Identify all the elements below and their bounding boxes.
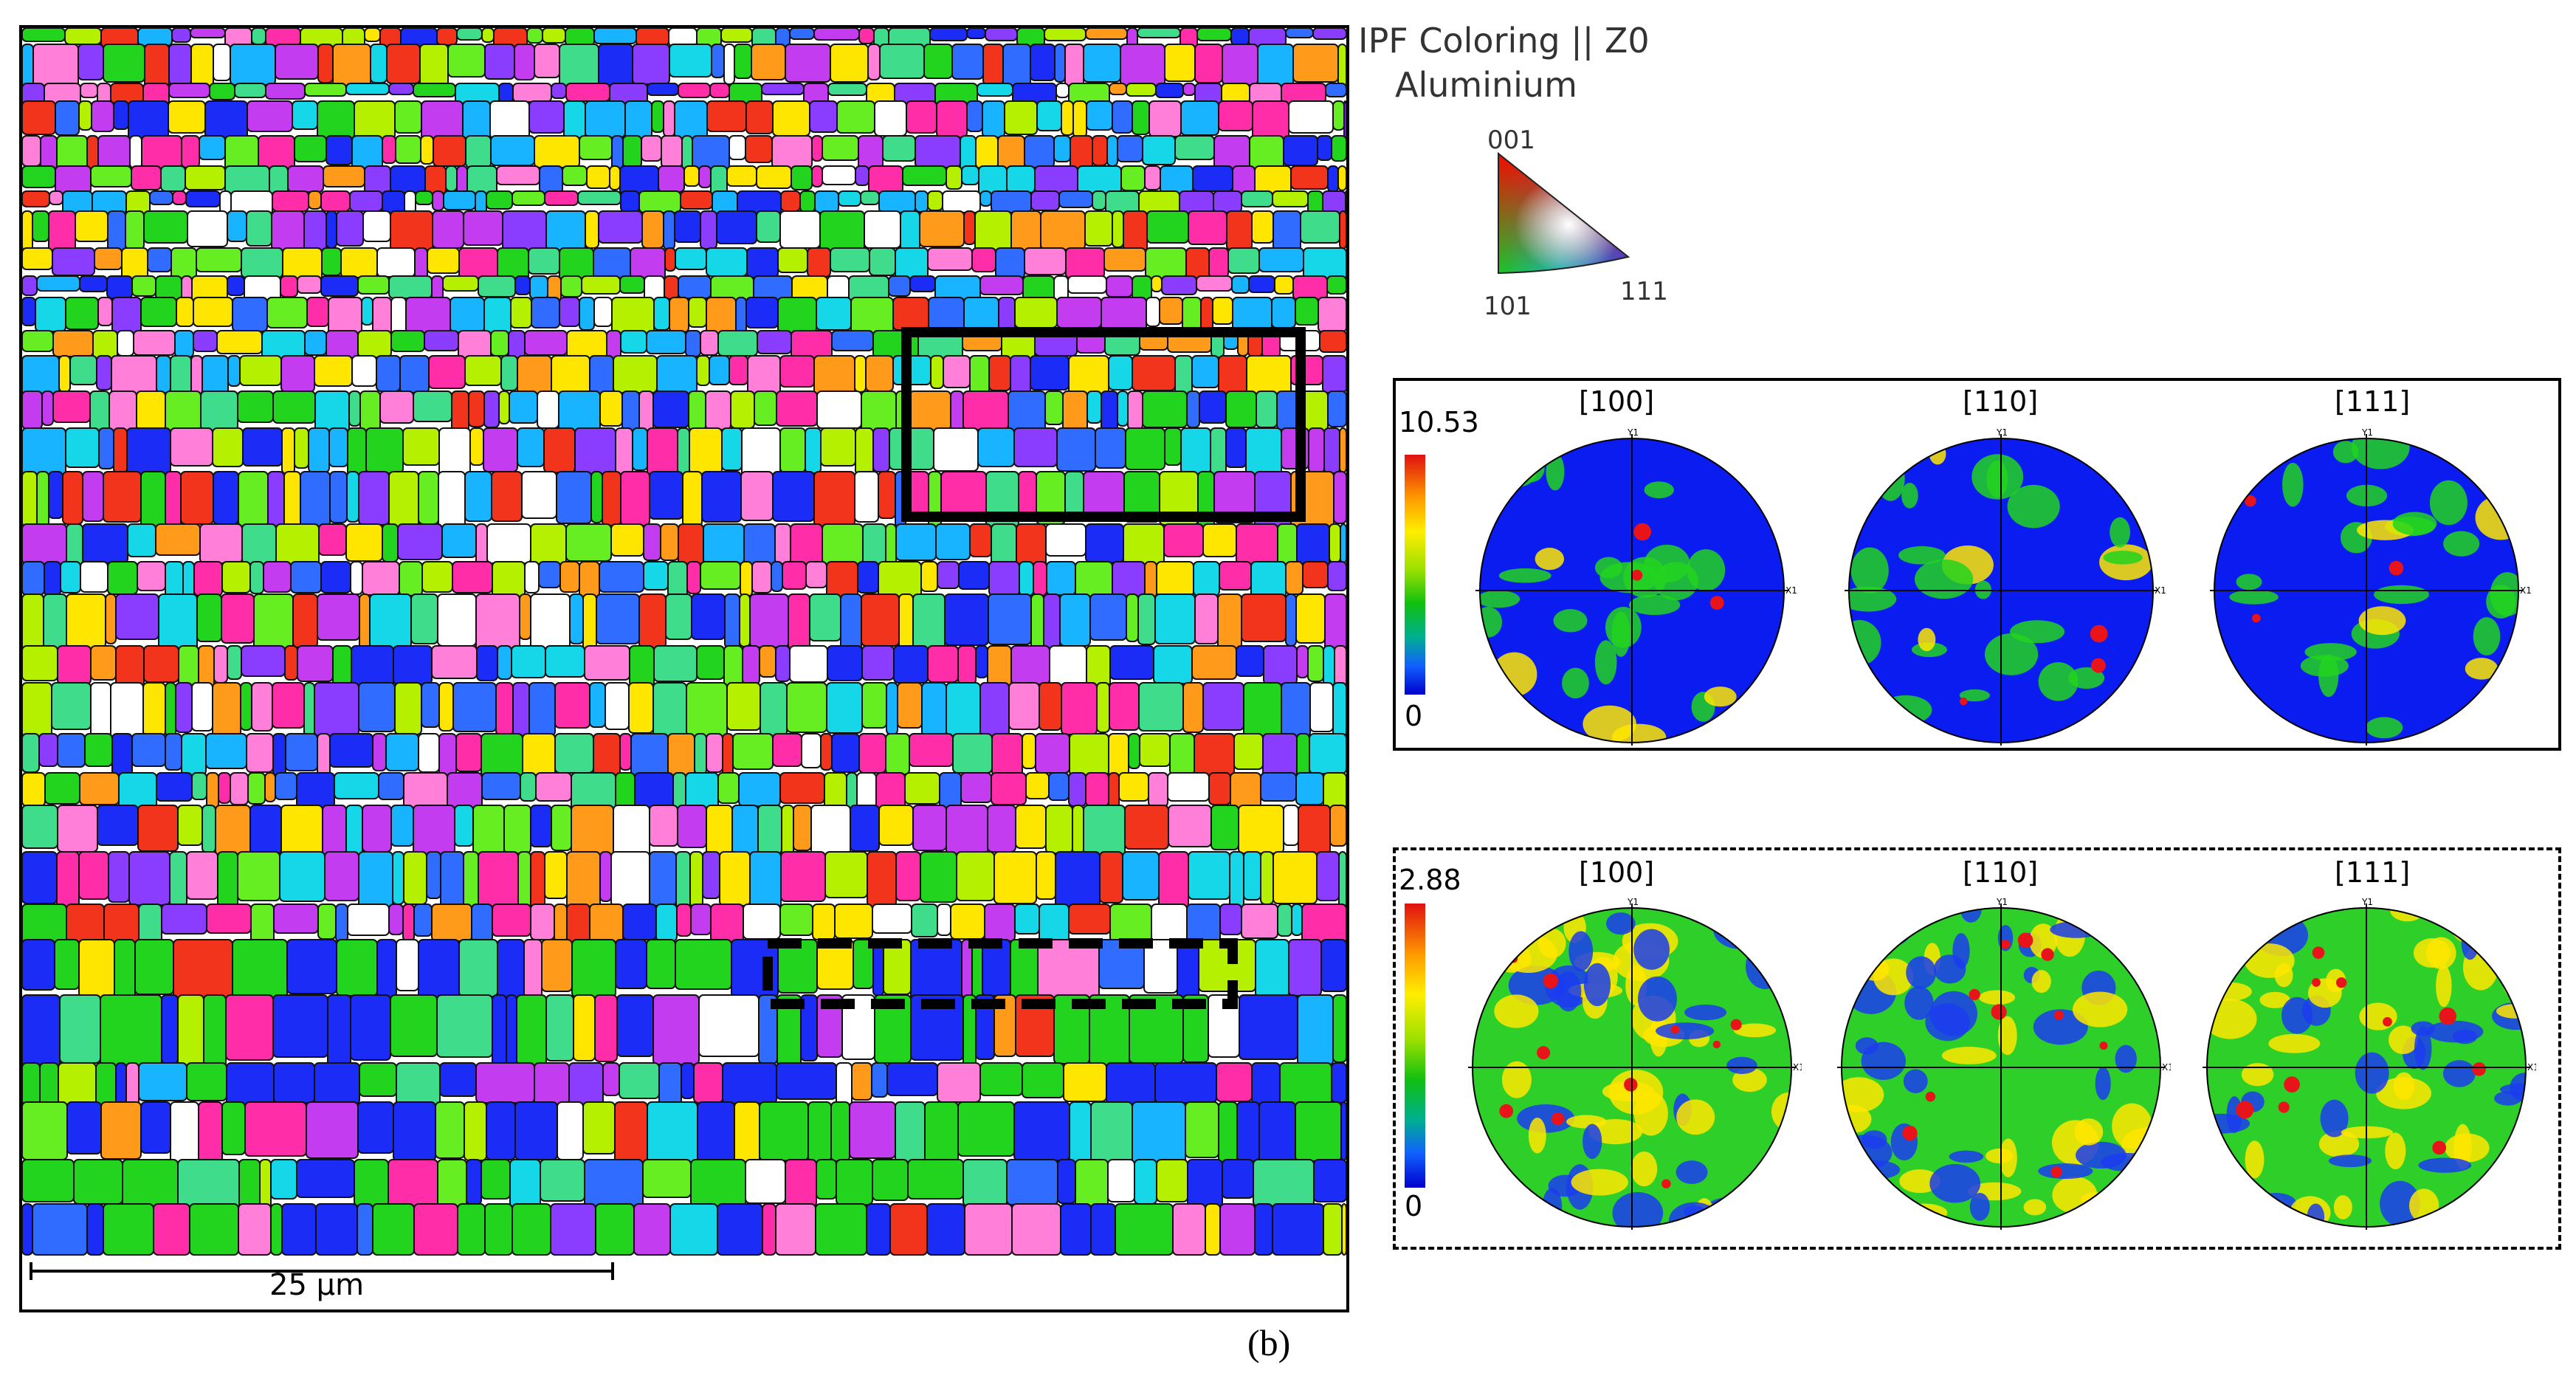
pole-label-111: [111]: [2335, 385, 2411, 418]
axis-label-y: Y1: [2361, 427, 2373, 438]
axis-label-x: X1: [1785, 585, 1797, 596]
ipf-corner-101: 101: [1484, 292, 1532, 321]
figure-label: (b): [1247, 1322, 1291, 1363]
pole-figure-110: Y1 X1: [1837, 897, 2171, 1230]
axis-label-y: Y1: [1996, 427, 2008, 438]
ipf-corner-111: 111: [1620, 277, 1668, 306]
pole-figures-dashed-region: 2.88 0 [100] [110] [111] Y1 X1 Y1 X1 Y1 X1: [1393, 847, 2561, 1250]
pole-label-110: [110]: [1963, 385, 2039, 418]
pole-figure-100: Y1 X1: [1475, 427, 1797, 746]
pole-label-100: [100]: [1579, 856, 1655, 889]
pole-label-110: [110]: [1963, 856, 2039, 889]
pole-figure-111: Y1 X1: [2203, 897, 2536, 1230]
pole-figure-110: Y1 X1: [1845, 427, 2166, 746]
scale-bar: [30, 1262, 614, 1280]
colorbar: [1405, 904, 1425, 1188]
pole-label-111: [111]: [2335, 856, 2411, 889]
axis-label-x: X1: [1793, 1062, 1802, 1073]
dashed-region-box: [762, 938, 1238, 1009]
axis-label-y: Y1: [1627, 897, 1639, 907]
scale-bar-label: 25 µm: [269, 1268, 365, 1302]
pole-figures-solid-region: 10.53 0 [100] [110] [111] Y1 X1 Y1 X1 Y1 X1: [1393, 378, 2561, 751]
colorbar-min-label: 0: [1405, 700, 1423, 732]
axis-label-x: X1: [2527, 1062, 2536, 1073]
pole-figure-111: Y1 X1: [2210, 427, 2532, 746]
ipf-corner-001: 001: [1487, 125, 1535, 155]
axis-label-x: X1: [2162, 1062, 2171, 1073]
colorbar-max-label: 2.88: [1399, 864, 1461, 896]
colorbar-min-label: 0: [1405, 1190, 1423, 1222]
ipf-phase-name: Aluminium: [1395, 65, 1577, 105]
ipf-color-triangle: [1498, 151, 1630, 275]
axis-label-y: Y1: [2361, 897, 2373, 907]
grain-mosaic: [21, 27, 1347, 1256]
colorbar-max-label: 10.53: [1399, 406, 1479, 438]
axis-label-y: Y1: [1627, 427, 1639, 438]
solid-region-box: [901, 327, 1306, 522]
axis-label-x: X1: [2155, 585, 2166, 596]
axis-label-x: X1: [2520, 585, 2532, 596]
ipf-title: IPF Coloring || Z0: [1358, 21, 1650, 61]
axis-label-y: Y1: [1996, 897, 2008, 907]
ebsd-orientation-map: [19, 25, 1349, 1312]
colorbar: [1405, 455, 1425, 695]
pole-figure-100: Y1 X1: [1468, 897, 1802, 1230]
pole-label-100: [100]: [1579, 385, 1655, 418]
